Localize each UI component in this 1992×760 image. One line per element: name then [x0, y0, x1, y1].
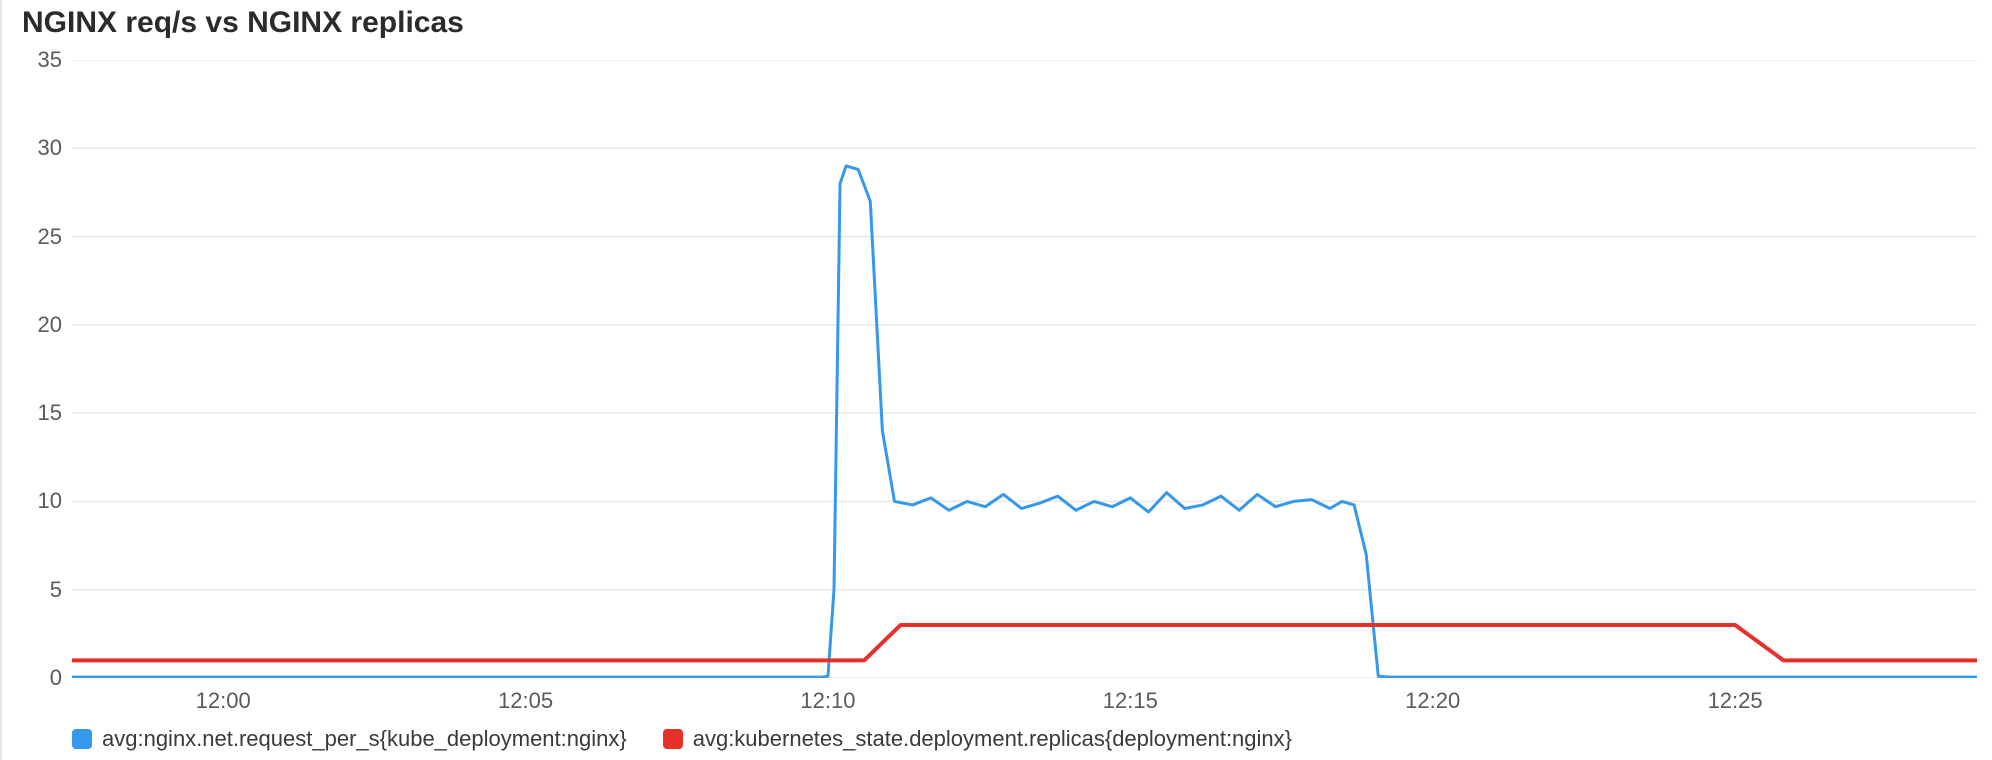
y-tick-label: 35 [12, 47, 62, 73]
y-tick-label: 25 [12, 224, 62, 250]
y-tick-label: 10 [12, 488, 62, 514]
chart-panel: NGINX req/s vs NGINX replicas 0 5 10 15 20 25… [0, 0, 1992, 760]
chart-legend: avg:nginx.net.request_per_s{kube_deploym… [72, 726, 1292, 752]
x-tick-label: 12:10 [800, 688, 855, 714]
y-tick-label: 15 [12, 400, 62, 426]
y-tick-label: 20 [12, 312, 62, 338]
x-tick-label: 12:00 [196, 688, 251, 714]
x-tick-label: 12:05 [498, 688, 553, 714]
y-tick-label: 0 [12, 665, 62, 691]
x-tick-label: 12:25 [1708, 688, 1763, 714]
legend-item-0[interactable]: avg:nginx.net.request_per_s{kube_deploym… [72, 726, 627, 752]
x-tick-label: 12:15 [1103, 688, 1158, 714]
y-tick-label: 5 [12, 577, 62, 603]
legend-label-0: avg:nginx.net.request_per_s{kube_deploym… [102, 726, 627, 752]
legend-swatch-1 [663, 729, 683, 749]
legend-item-1[interactable]: avg:kubernetes_state.deployment.replicas… [663, 726, 1292, 752]
legend-swatch-0 [72, 729, 92, 749]
y-tick-label: 30 [12, 135, 62, 161]
x-tick-label: 12:20 [1405, 688, 1460, 714]
chart-plot-area [72, 60, 1977, 678]
chart-svg [72, 60, 1977, 678]
legend-label-1: avg:kubernetes_state.deployment.replicas… [693, 726, 1292, 752]
chart-title: NGINX req/s vs NGINX replicas [22, 6, 464, 40]
